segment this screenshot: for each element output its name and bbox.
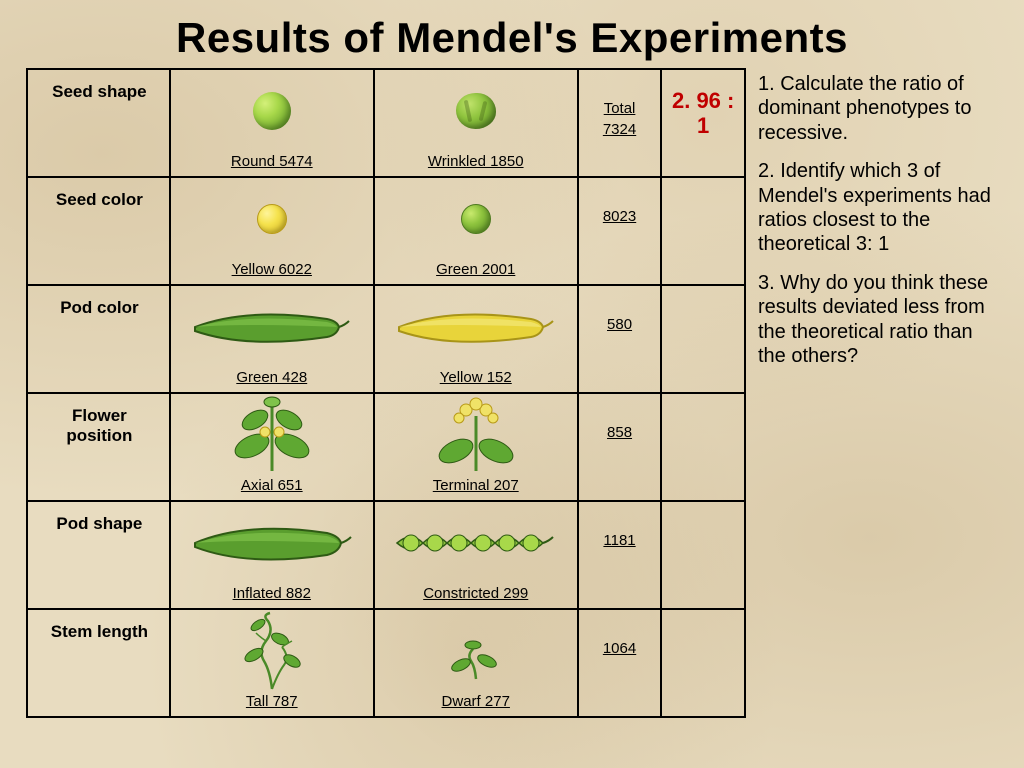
dominant-cell: Round 5474 — [170, 69, 374, 177]
dominant-cell: Axial 651 — [170, 393, 374, 501]
recessive-label: Terminal 207 — [433, 477, 519, 494]
total-value: 1064 — [603, 640, 636, 657]
content-area: Seed shape Round 5474 Wrinkled 1850 Total 73… — [0, 68, 1024, 718]
stem-dwarf-icon — [431, 619, 521, 683]
trait-label: Seed color — [27, 177, 170, 285]
pod-constricted-icon — [391, 521, 561, 565]
ratio-cell — [661, 177, 745, 285]
results-table-wrap: Seed shape Round 5474 Wrinkled 1850 Total 73… — [26, 68, 746, 718]
question-1: 1. Calculate the ratio of dominant pheno… — [758, 72, 1000, 145]
trait-label: Pod color — [27, 285, 170, 393]
recessive-cell: Terminal 207 — [374, 393, 578, 501]
total-value: 8023 — [603, 208, 636, 225]
ratio-cell — [661, 501, 745, 609]
flower-terminal-icon — [431, 396, 521, 474]
dominant-label: Inflated 882 — [233, 585, 311, 602]
dominant-cell: Tall 787 — [170, 609, 374, 717]
recessive-cell: Constricted 299 — [374, 501, 578, 609]
recessive-label: Wrinkled 1850 — [428, 153, 524, 170]
flower-axial-icon — [227, 396, 317, 474]
dominant-label: Tall 787 — [246, 693, 298, 710]
total-cell: 1064 — [578, 609, 662, 717]
total-prefix: Total — [604, 100, 636, 117]
trait-label: Pod shape — [27, 501, 170, 609]
ratio-cell — [661, 609, 745, 717]
table-row: Pod shape Inflated 882 Constricted 299 1181 — [27, 501, 745, 609]
dominant-label: Yellow 6022 — [232, 261, 312, 278]
seed-round-icon — [253, 92, 291, 130]
recessive-cell: Green 2001 — [374, 177, 578, 285]
dominant-label: Axial 651 — [241, 477, 303, 494]
pod-inflated-icon — [187, 521, 357, 565]
recessive-label: Dwarf 277 — [442, 693, 510, 710]
question-3: 3. Why do you think these results deviat… — [758, 271, 1000, 369]
total-cell: 580 — [578, 285, 662, 393]
dominant-cell: Green 428 — [170, 285, 374, 393]
ratio-value: 2. 96 : 1 — [666, 88, 740, 139]
recessive-label: Constricted 299 — [423, 585, 528, 602]
total-cell: 8023 — [578, 177, 662, 285]
total-value: 858 — [607, 424, 632, 441]
dominant-label: Green 428 — [236, 369, 307, 386]
page-title: Results of Mendel's Experiments — [0, 0, 1024, 68]
trait-label: Stem length — [27, 609, 170, 717]
dominant-label: Round 5474 — [231, 153, 313, 170]
recessive-cell: Yellow 152 — [374, 285, 578, 393]
dominant-cell: Yellow 6022 — [170, 177, 374, 285]
total-cell: 858 — [578, 393, 662, 501]
trait-label: Flower position — [27, 393, 170, 501]
recessive-cell: Wrinkled 1850 — [374, 69, 578, 177]
total-value: 1181 — [603, 532, 635, 549]
pod-yellow-icon — [391, 305, 561, 349]
trait-label: Seed shape — [27, 69, 170, 177]
seed-green-icon — [461, 204, 491, 234]
recessive-cell: Dwarf 277 — [374, 609, 578, 717]
dominant-cell: Inflated 882 — [170, 501, 374, 609]
questions-panel: 1. Calculate the ratio of dominant pheno… — [754, 68, 1006, 718]
total-value: 580 — [607, 316, 632, 333]
seed-yellow-icon — [257, 204, 287, 234]
total-cell: Total 7324 — [578, 69, 662, 177]
table-row: Seed color Yellow 6022 Green 2001 8023 — [27, 177, 745, 285]
table-row: Flower position Axial 651 Terminal 207 858 — [27, 393, 745, 501]
ratio-cell — [661, 393, 745, 501]
stem-tall-icon — [222, 611, 322, 691]
table-row: Stem length Tall 787 Dwarf 277 1064 — [27, 609, 745, 717]
results-table: Seed shape Round 5474 Wrinkled 1850 Total 73… — [26, 68, 746, 718]
recessive-label: Green 2001 — [436, 261, 515, 278]
recessive-label: Yellow 152 — [440, 369, 512, 386]
table-row: Pod color Green 428 Yellow 152 580 — [27, 285, 745, 393]
pod-green-icon — [187, 305, 357, 349]
ratio-cell — [661, 285, 745, 393]
seed-wrinkled-icon — [456, 93, 496, 129]
question-2: 2. Identify which 3 of Mendel's experime… — [758, 159, 1000, 257]
ratio-cell: 2. 96 : 1 — [661, 69, 745, 177]
total-cell: 1181 — [578, 501, 662, 609]
table-row: Seed shape Round 5474 Wrinkled 1850 Total 73… — [27, 69, 745, 177]
total-value: 7324 — [603, 121, 636, 138]
